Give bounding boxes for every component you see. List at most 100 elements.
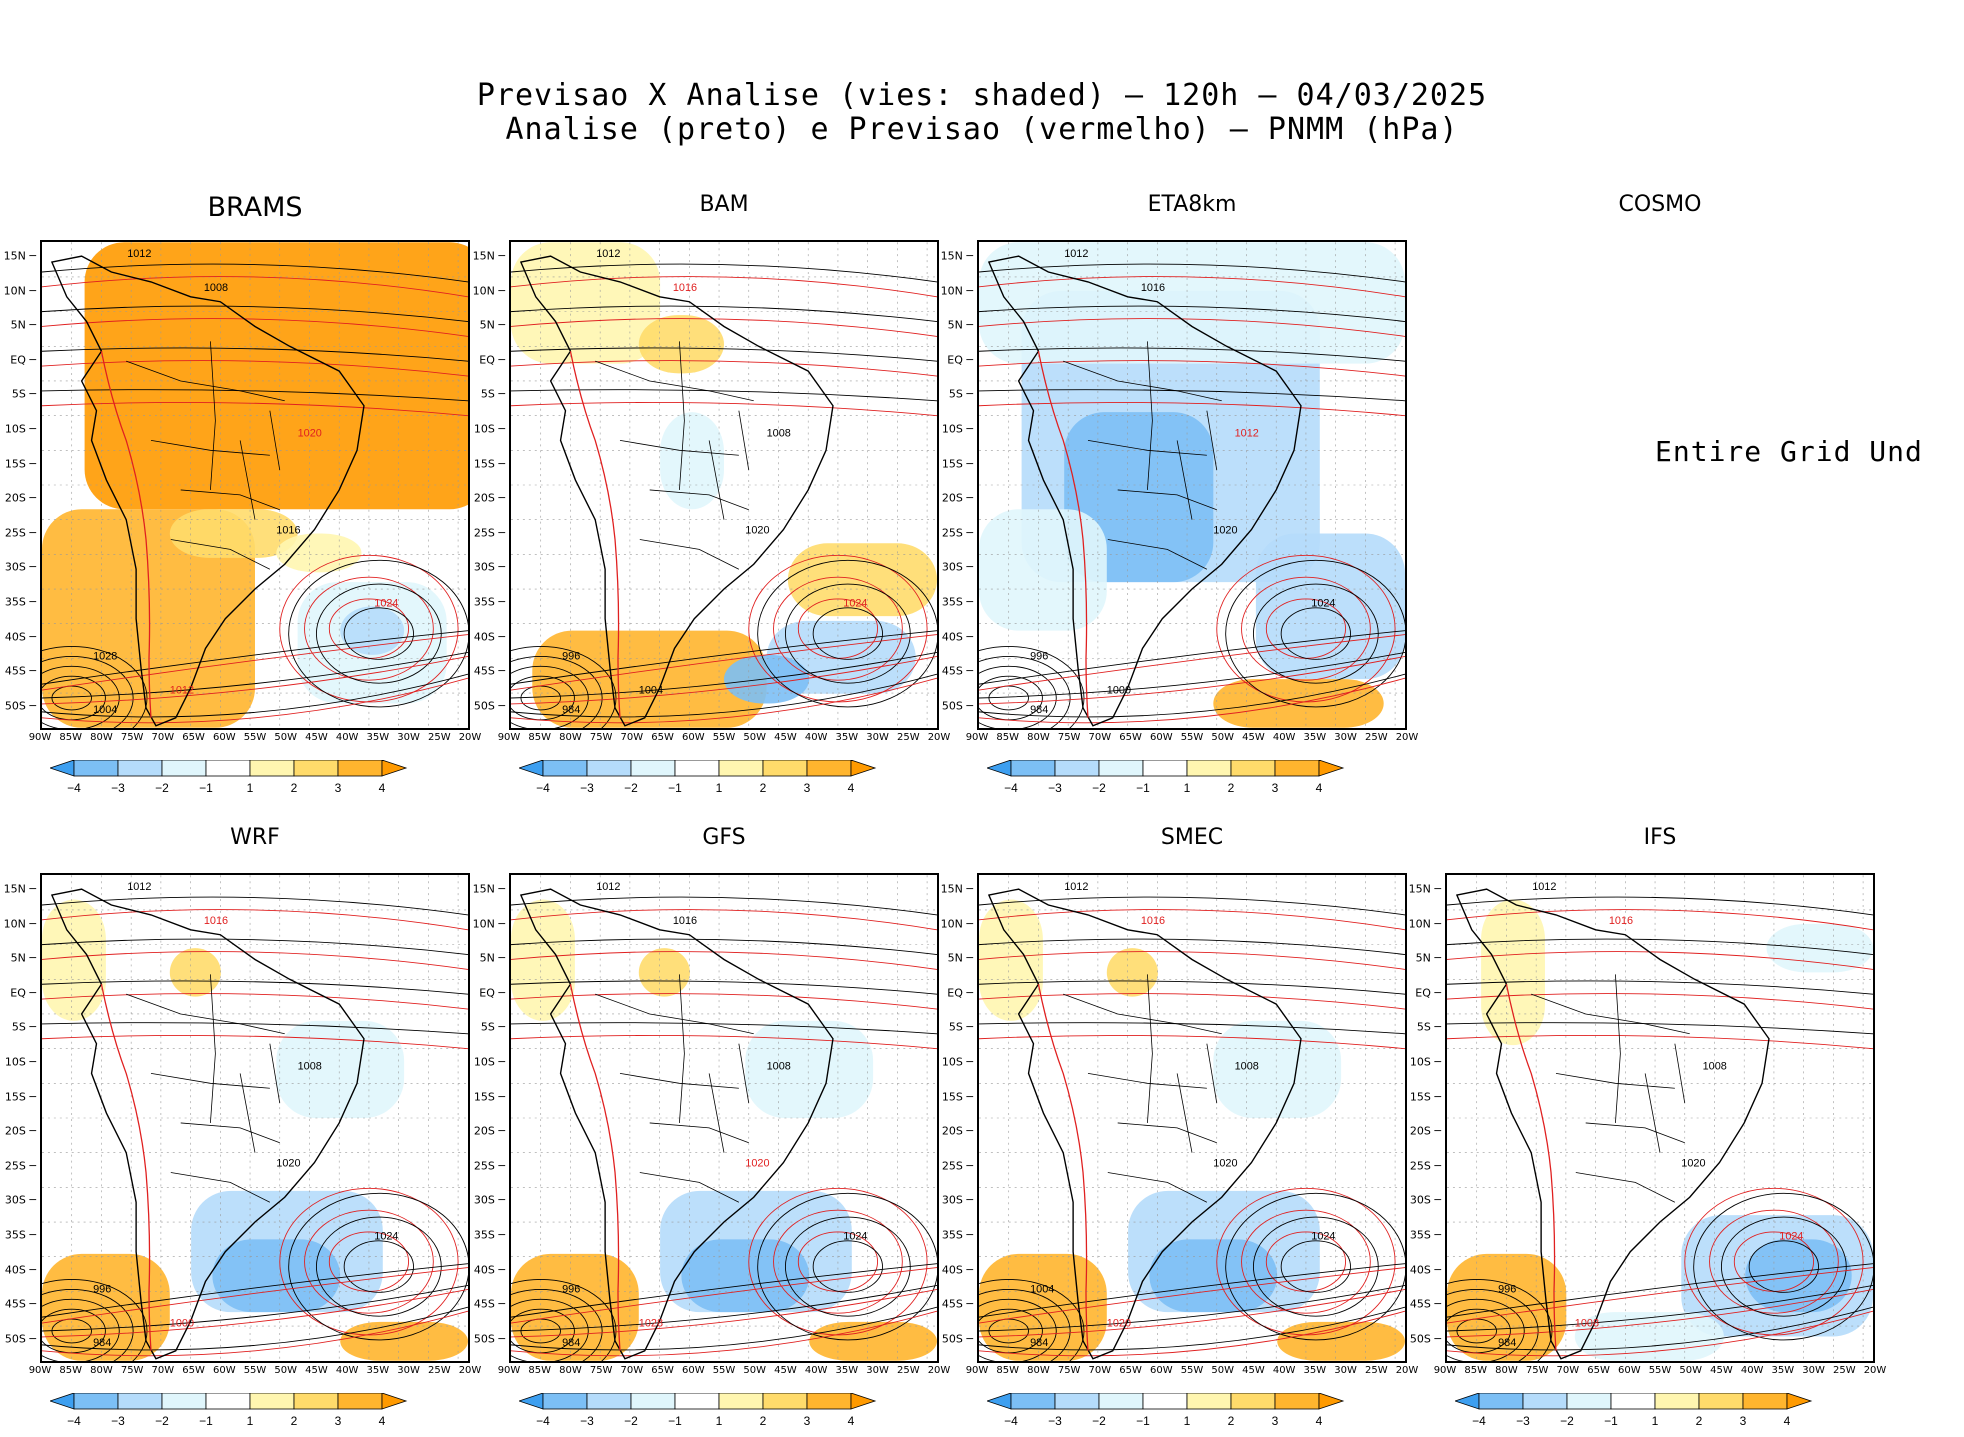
coastline <box>50 888 365 1360</box>
colorbar-label: 2 <box>1696 1414 1703 1428</box>
bias-shade <box>979 509 1107 631</box>
lat-tick-label: 35S ─ <box>473 1228 505 1242</box>
forecast-isobar <box>42 951 468 970</box>
lat-tick-label: 25S ─ <box>941 526 973 540</box>
lon-tick-label: 35W <box>1303 732 1327 743</box>
isobar-label: 1024 <box>1311 597 1335 609</box>
colorbar-label: 1 <box>247 781 254 795</box>
lon-tick-label: 65W <box>651 1365 674 1376</box>
map-ifs: 1012 1016 1008 1020 1024 996 984 1008 <box>1445 873 1875 1363</box>
lon-tick-label: 20W <box>1863 1365 1887 1376</box>
lat-tick-label: 35S ─ <box>941 595 973 609</box>
lat-tick-label: EQ ─ <box>10 986 36 1000</box>
forecast-isobar <box>979 951 1405 970</box>
lon-tick-label: 80W <box>559 1365 582 1376</box>
lat-tick-label: 45S ─ <box>1409 1297 1441 1311</box>
colorbar-min-arrow <box>48 759 75 777</box>
map-gfs: 1012 1016 1008 1020 1024 996 984 1028 <box>509 873 939 1363</box>
forecast-isobar <box>42 276 468 298</box>
analysis-isobar <box>42 896 468 916</box>
colorbar-max-arrow <box>381 1392 408 1410</box>
lat-tick-label: 40S ─ <box>941 630 973 644</box>
colorbar-label: −2 <box>155 1414 169 1428</box>
forecast-isobar <box>979 634 1405 691</box>
high-pressure-isobar <box>812 607 883 660</box>
low-pressure-isobar <box>511 1288 603 1361</box>
lat-tick-label: 25S ─ <box>473 1159 505 1173</box>
analysis-isobar <box>511 389 937 402</box>
colorbar-label: 1 <box>716 781 723 795</box>
lat-tick-label: 5N ─ <box>947 318 973 332</box>
lat-tick-label: 10N ─ <box>940 917 973 931</box>
country-border <box>679 341 685 490</box>
lon-tick-label: 20W <box>927 1365 951 1376</box>
lat-tick-label: 15N ─ <box>940 882 973 896</box>
lon-tick-label: 40W <box>804 1365 828 1376</box>
colorbar-label: −1 <box>1136 1414 1150 1428</box>
lat-tick-label: 15N ─ <box>3 249 36 263</box>
analysis-isobar <box>42 1284 468 1332</box>
lat-tick-label: 25S ─ <box>4 1159 36 1173</box>
lon-tick-label: 20W <box>1395 1365 1419 1376</box>
bias-shade <box>276 533 362 573</box>
high-pressure-isobar <box>1693 1192 1873 1341</box>
high-pressure-isobar <box>757 1192 937 1341</box>
forecast-isobar <box>42 1267 468 1324</box>
colorbar-segment <box>1610 1392 1656 1410</box>
high-pressure-isobar <box>1241 1209 1371 1314</box>
forecast-isobar <box>979 401 1405 417</box>
colorbar-label: −3 <box>111 1414 125 1428</box>
lon-tick-label: 45W <box>1242 732 1265 743</box>
lat-tick-label: 45S ─ <box>941 1297 973 1311</box>
country-border <box>639 1172 740 1203</box>
isobar-label: 1020 <box>1681 1158 1705 1170</box>
country-border <box>1063 993 1222 1035</box>
lon-tick-label: 90W <box>965 1365 989 1376</box>
isobar-label: 1000 <box>170 1318 194 1330</box>
forecast-isobar <box>511 655 937 705</box>
lat-tick-label: 15N ─ <box>472 882 505 896</box>
bias-shade <box>169 509 298 558</box>
forecast-isobar <box>511 909 937 931</box>
analysis-isobar <box>1447 896 1873 916</box>
isobar-label: 1004 <box>93 704 117 716</box>
bias-shade <box>511 899 575 1021</box>
forecast-isobar <box>511 993 937 1010</box>
isobar-label: 1012 <box>1235 427 1259 439</box>
colorbar-segment <box>718 759 764 777</box>
lat-tick-label: 25S ─ <box>1409 1159 1441 1173</box>
colorbar-label: 2 <box>760 1414 767 1428</box>
lat-tick-label: 50S ─ <box>1409 1332 1441 1346</box>
high-pressure-isobar <box>812 1240 883 1293</box>
bias-shade <box>276 1020 405 1118</box>
lon-tick-label: 55W <box>243 732 267 743</box>
colorbar-label: 3 <box>804 1414 811 1428</box>
lat-tick-label: 20S ─ <box>4 491 36 505</box>
analysis-isobar <box>511 305 937 322</box>
low-pressure-isobar <box>511 665 589 728</box>
analysis-isobar <box>979 673 1405 718</box>
country-border <box>126 360 285 402</box>
high-pressure-isobar <box>343 1240 414 1293</box>
lon-tick-label: 25W <box>896 732 920 743</box>
colorbar-segment <box>1142 1392 1188 1410</box>
lon-tick-label: 60W <box>681 732 705 743</box>
colorbar-segment <box>1054 1392 1100 1410</box>
analysis-isobar <box>42 1022 468 1035</box>
lon-tick-label: 80W <box>1027 1365 1050 1376</box>
colorbar-label: −2 <box>155 781 169 795</box>
lat-tick-label: 5S ─ <box>480 387 505 401</box>
bias-shade <box>638 948 690 997</box>
forecast-isobar <box>1447 993 1873 1010</box>
isobar-label: 1020 <box>1213 1158 1237 1170</box>
lon-tick-label: 45W <box>305 732 328 743</box>
forecast-isobar <box>979 909 1405 931</box>
lat-tick-label: 25S ─ <box>473 526 505 540</box>
analysis-isobar <box>42 630 468 685</box>
colorbar-max-arrow <box>381 759 408 777</box>
country-border <box>269 410 281 471</box>
lat-tick-label: 15S ─ <box>4 457 36 471</box>
lon-tick-label: 45W <box>774 1365 797 1376</box>
lon-tick-label: 90W <box>965 732 989 743</box>
forecast-isobar <box>511 276 937 298</box>
